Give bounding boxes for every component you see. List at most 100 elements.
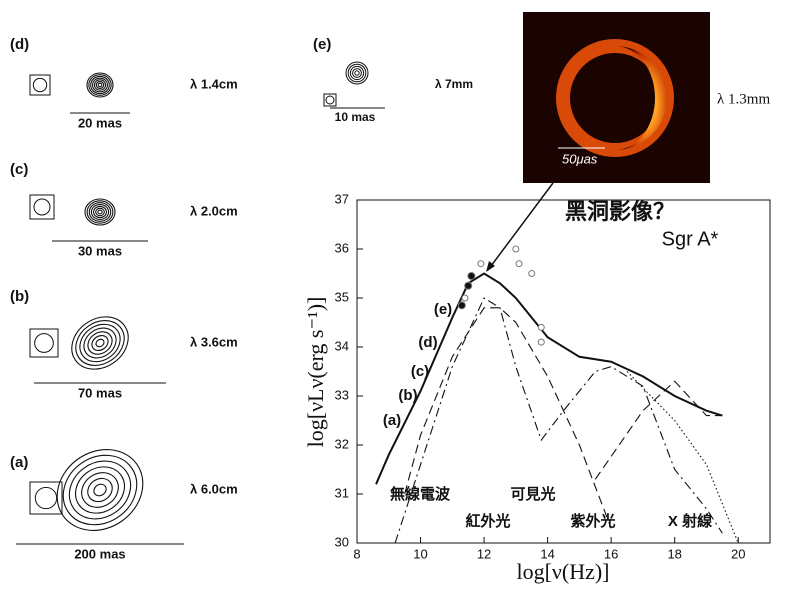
contour <box>86 200 114 224</box>
beam <box>29 328 59 358</box>
point-label: (c) <box>411 363 429 380</box>
beam <box>34 486 58 510</box>
y-tick-label: 32 <box>335 436 349 451</box>
arrow <box>487 182 554 271</box>
contour <box>95 81 105 89</box>
point-label: (e) <box>434 301 452 318</box>
contour <box>81 472 119 508</box>
band-label: 紅外光 <box>465 512 510 530</box>
chart-subtitle: Sgr A* <box>662 228 719 250</box>
panel-label: (a) <box>10 454 28 471</box>
beam <box>325 95 335 105</box>
sed-curve <box>375 272 723 485</box>
band-label: 紫外光 <box>570 512 615 530</box>
data-point <box>461 294 469 302</box>
contour <box>92 77 108 93</box>
panel-wavelength: λ 1.4cm <box>190 76 238 91</box>
data-point <box>464 281 473 290</box>
panel-wavelength: λ 2.0cm <box>190 203 238 218</box>
data-point <box>467 271 476 280</box>
point-label: (d) <box>418 334 437 351</box>
contour <box>347 63 367 83</box>
data-point <box>477 260 485 268</box>
sed-curve <box>394 297 723 544</box>
point-label: (b) <box>398 387 417 404</box>
contour <box>56 449 144 531</box>
contour <box>95 207 105 217</box>
x-tick-label: 10 <box>413 546 427 561</box>
contour <box>91 334 109 352</box>
panel-label: (d) <box>10 36 29 53</box>
y-tick-label: 37 <box>335 191 349 206</box>
band-label: 無線電波 <box>390 485 451 503</box>
bh-image <box>523 12 710 183</box>
band-label: 可見光 <box>510 485 555 503</box>
contour <box>74 466 126 514</box>
image-scale: 50μas <box>562 151 598 166</box>
x-tick-label: 8 <box>353 546 360 561</box>
x-axis-label: log[ν(Hz)] <box>516 559 609 584</box>
beam <box>29 194 55 220</box>
beam <box>34 333 54 353</box>
sed-curve <box>594 380 723 480</box>
contour <box>87 331 113 355</box>
beam <box>323 93 337 107</box>
data-point <box>457 301 466 310</box>
y-tick-label: 34 <box>335 338 349 353</box>
y-tick-label: 35 <box>335 289 349 304</box>
panel-scale: 30 mas <box>78 243 122 258</box>
image-wavelength: λ 1.3mm <box>717 91 770 107</box>
point-label: (a) <box>383 412 401 429</box>
contour <box>95 338 105 348</box>
band-label: X 射線 <box>668 512 712 530</box>
data-point <box>537 338 545 346</box>
sed-curve <box>626 371 739 544</box>
arrow-head <box>486 261 495 272</box>
panel-wavelength: λ 6.0cm <box>190 481 238 496</box>
contour <box>83 327 117 359</box>
contour <box>90 75 110 95</box>
beam <box>32 77 48 93</box>
data-point <box>537 323 545 331</box>
beam <box>33 198 51 216</box>
panel-scale: 10 mas <box>335 110 376 124</box>
contour <box>354 70 360 76</box>
data-point <box>515 260 523 268</box>
beam <box>29 74 51 96</box>
contour <box>68 460 132 520</box>
contour <box>84 198 116 226</box>
contour <box>93 205 107 219</box>
x-tick-label: 18 <box>667 546 681 561</box>
beam <box>29 481 63 515</box>
x-tick-label: 16 <box>604 546 618 561</box>
contour <box>90 204 110 220</box>
sed-curve <box>404 307 612 529</box>
contour <box>97 209 103 215</box>
contour <box>87 477 113 503</box>
ring-bright <box>615 46 667 150</box>
y-axis-label: log[νLν(erg s⁻¹)] <box>303 297 328 448</box>
x-tick-label: 20 <box>731 546 745 561</box>
contour <box>86 72 114 98</box>
contour <box>352 68 362 78</box>
panel-scale: 70 mas <box>78 385 122 400</box>
contour <box>349 65 365 81</box>
contour <box>71 316 129 370</box>
panel-scale: 200 mas <box>74 546 125 561</box>
contour <box>79 323 121 363</box>
contour <box>97 82 103 88</box>
contour <box>88 74 112 96</box>
panel-scale: 20 mas <box>78 115 122 130</box>
contour <box>93 79 107 91</box>
panel-label: (e) <box>313 36 331 53</box>
x-tick-label: 12 <box>477 546 491 561</box>
panel-wavelength: λ 7mm <box>435 77 473 91</box>
panel-label: (c) <box>10 161 28 178</box>
y-tick-label: 33 <box>335 387 349 402</box>
y-tick-label: 30 <box>335 534 349 549</box>
plot-frame <box>356 199 771 544</box>
data-point <box>528 270 536 277</box>
contour <box>62 454 138 526</box>
panel-wavelength: λ 3.6cm <box>190 334 238 349</box>
